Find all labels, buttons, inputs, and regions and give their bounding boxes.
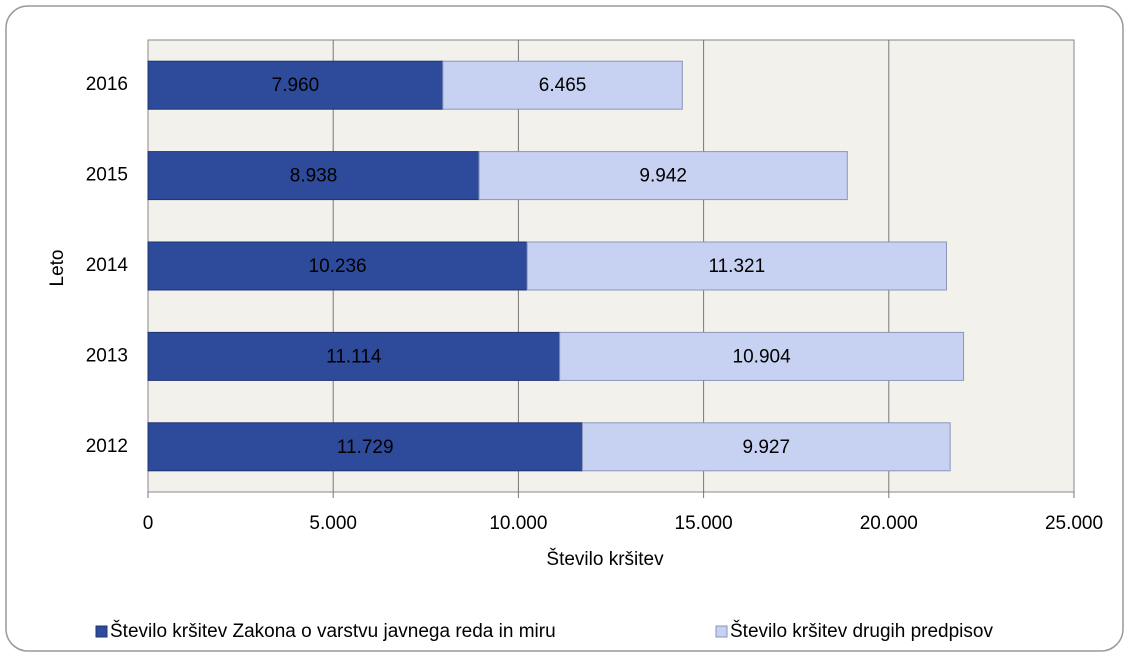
bar-segment <box>147 60 444 110</box>
data-label: 10.904 <box>733 346 792 367</box>
x-tick-label: 15.000 <box>675 513 733 534</box>
bar-segment <box>526 241 947 291</box>
bar-segment <box>147 422 583 472</box>
x-tick-label: 0 <box>143 513 154 534</box>
x-tick-label: 25.000 <box>1045 513 1103 534</box>
legend-swatch <box>95 625 108 638</box>
bar-segment <box>147 151 480 201</box>
legend-label: Število kršitev Zakona o varstvu javnega… <box>110 620 556 642</box>
y-tick-label: 2013 <box>86 345 128 366</box>
y-tick-label: 2015 <box>86 165 128 186</box>
data-label: 11.321 <box>708 256 765 277</box>
bar-segment <box>147 241 528 291</box>
bar-segment <box>478 151 848 201</box>
x-tick-label: 10.000 <box>489 513 547 534</box>
y-tick-label: 2016 <box>86 74 128 95</box>
bar-segment <box>442 60 683 110</box>
data-label: 9.942 <box>639 166 687 187</box>
y-tick-label: 2012 <box>86 436 128 457</box>
y-tick-label: 2014 <box>86 255 129 276</box>
y-axis-title: Leto <box>47 250 68 287</box>
bar-segment <box>581 422 951 472</box>
legend-swatch <box>715 625 728 638</box>
bar-segment <box>559 331 965 381</box>
data-label: 10.236 <box>309 256 367 277</box>
legend-label: Število kršitev drugih predpisov <box>730 620 993 642</box>
data-label: 9.927 <box>743 437 791 458</box>
data-label: 8.938 <box>290 166 338 187</box>
x-tick-label: 20.000 <box>860 513 918 534</box>
data-label: 6.465 <box>539 75 587 96</box>
data-label: 11.114 <box>326 346 382 367</box>
data-label: 11.729 <box>337 437 394 458</box>
x-axis-title: Število kršitev <box>546 548 664 570</box>
x-tick-label: 5.000 <box>309 513 357 534</box>
data-label: 7.960 <box>272 75 320 96</box>
